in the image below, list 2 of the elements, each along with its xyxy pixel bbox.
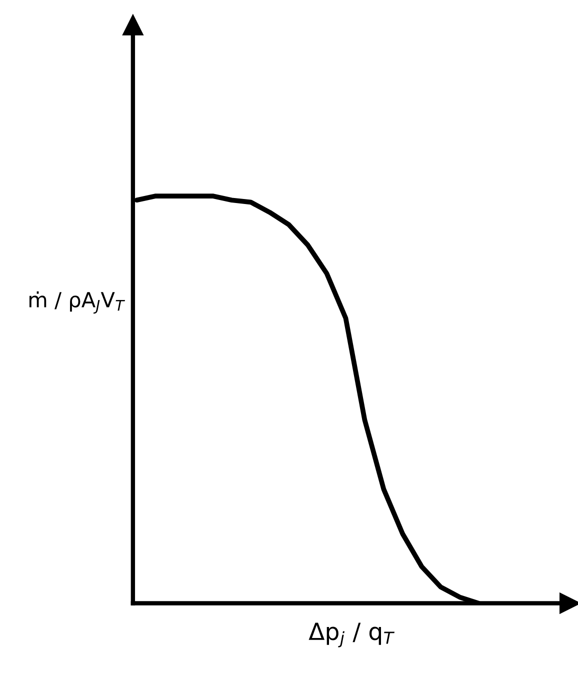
- x-axis-title: Δp$_{j}$ / q$_{T}$: [308, 622, 395, 648]
- y-axis-title: ṁ / ρA$_{J}$V$_{T}$: [29, 291, 126, 314]
